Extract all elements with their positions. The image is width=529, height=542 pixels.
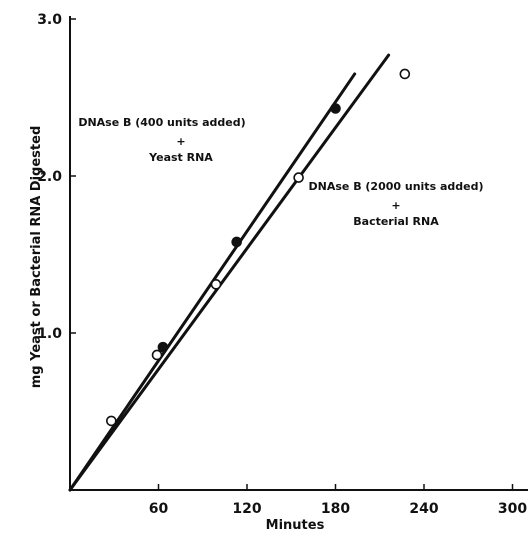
x-tick-label: 240 [409, 501, 438, 517]
annotation-yeast-plus: + [176, 135, 185, 148]
annotation-yeast: DNAse B (400 units added) + Yeast RNA [78, 116, 245, 164]
annotation-yeast-line3: Yeast RNA [148, 151, 213, 164]
series-0-point [157, 341, 169, 353]
series-1-point [399, 68, 411, 80]
series-0-point [330, 103, 341, 114]
y-tick-label: 3.0 [37, 12, 62, 28]
y-axis-title: mg Yeast or Bacterial RNA Digested [29, 126, 44, 389]
annotation-yeast-line1: DNAse B (400 units added) [78, 116, 245, 129]
series-1-point [106, 415, 117, 427]
x-axis-title: Minutes [266, 518, 325, 533]
x-tick-label: 300 [498, 501, 527, 517]
annotation-bacterial: DNAse B (2000 units added) + Bacterial R… [309, 180, 484, 228]
annotation-bacterial-plus: + [391, 199, 400, 212]
y-tick-label: 2.0 [37, 169, 62, 185]
x-tick-label: 60 [149, 501, 169, 517]
series-1-point [151, 349, 163, 361]
annotation-bacterial-line3: Bacterial RNA [353, 215, 439, 228]
series-0-point [231, 236, 242, 248]
annotation-bacterial-line1: DNAse B (2000 units added) [309, 180, 484, 193]
x-tick-label: 180 [321, 501, 350, 517]
y-tick-label: 1.0 [37, 326, 62, 342]
series-1-point [293, 172, 304, 183]
series-1-point [210, 279, 222, 290]
series-1-fit-line [68, 53, 391, 492]
x-tick-label: 120 [232, 501, 261, 517]
